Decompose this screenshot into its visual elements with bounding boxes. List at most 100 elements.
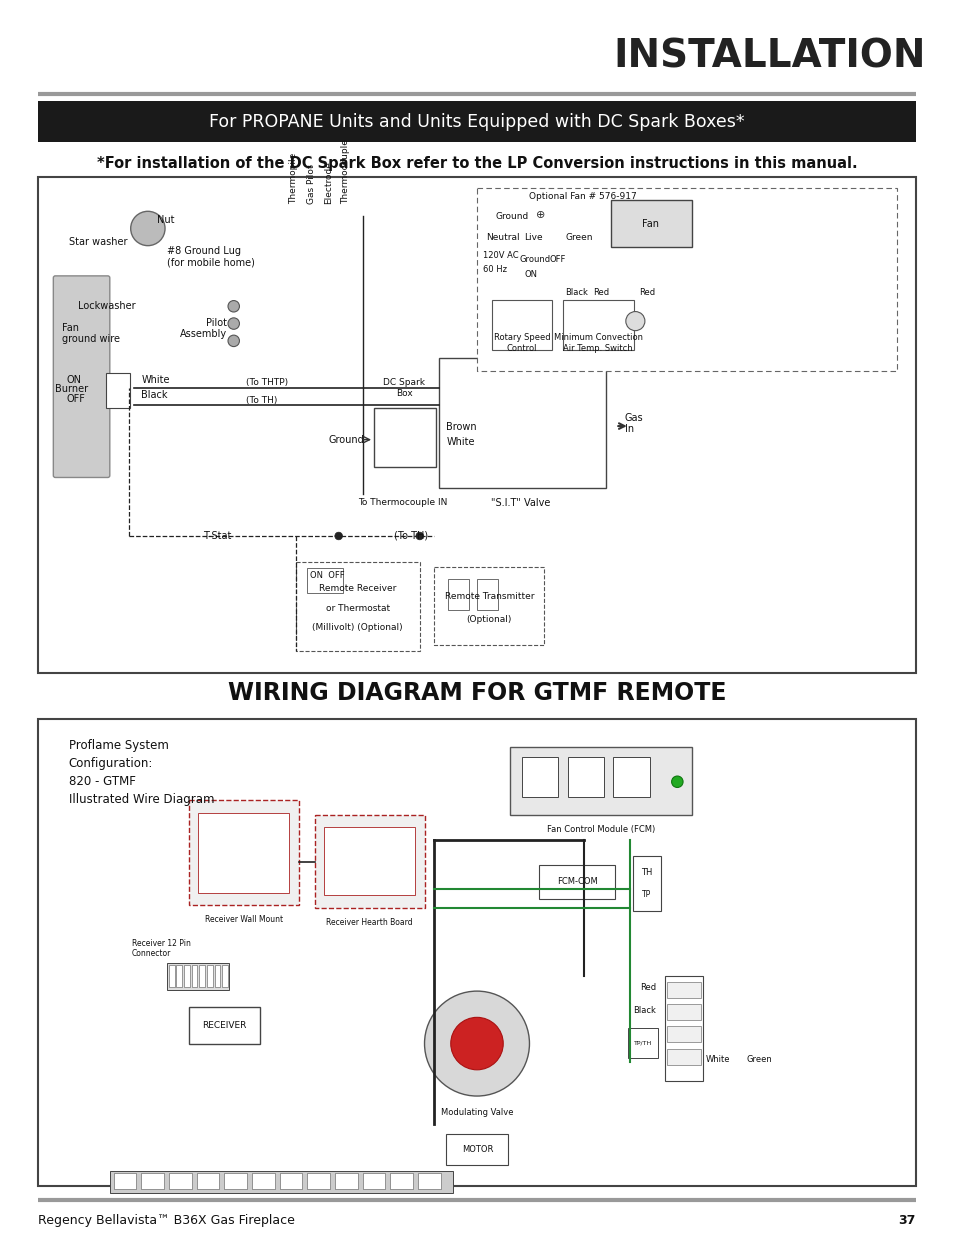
Text: Receiver 12 Pin
Connector: Receiver 12 Pin Connector <box>132 939 191 958</box>
Bar <box>38 101 915 142</box>
Text: Fan Control Module (FCM): Fan Control Module (FCM) <box>546 825 655 834</box>
Text: T-Stat: T-Stat <box>203 531 232 541</box>
Text: Ground: Ground <box>495 211 528 221</box>
Text: Pilot
Assembly: Pilot Assembly <box>180 317 227 340</box>
Bar <box>169 965 174 987</box>
Text: Ground: Ground <box>519 254 551 264</box>
Bar <box>295 562 419 651</box>
Bar <box>252 1173 274 1189</box>
Bar <box>189 1007 260 1044</box>
Bar <box>189 800 298 905</box>
Text: Fan
ground wire: Fan ground wire <box>62 322 120 345</box>
Bar <box>113 1173 136 1189</box>
Circle shape <box>450 1018 503 1070</box>
Bar <box>666 982 700 998</box>
Bar <box>538 864 615 899</box>
Text: To Thermocouple IN: To Thermocouple IN <box>357 498 447 508</box>
Bar <box>434 567 543 645</box>
Bar <box>207 965 213 987</box>
Bar <box>141 1173 164 1189</box>
Bar <box>417 1173 440 1189</box>
Text: Regency Bellavista™ B36X Gas Fireplace: Regency Bellavista™ B36X Gas Fireplace <box>38 1214 294 1228</box>
Bar <box>196 1173 219 1189</box>
Text: Nut: Nut <box>157 215 174 225</box>
Text: Red: Red <box>593 288 609 298</box>
Text: #8 Ground Lug
(for mobile home): #8 Ground Lug (for mobile home) <box>167 246 254 268</box>
Text: Thermocouple: Thermocouple <box>340 138 350 204</box>
Bar <box>521 757 558 797</box>
Bar <box>167 963 229 990</box>
Text: Black: Black <box>633 1005 656 1015</box>
Bar <box>567 757 603 797</box>
Text: TP: TP <box>641 890 651 899</box>
Text: Green: Green <box>745 1055 771 1065</box>
Bar <box>446 1134 508 1165</box>
Bar <box>627 1028 658 1058</box>
Bar <box>492 300 552 350</box>
Bar <box>562 300 634 350</box>
Bar <box>38 177 915 673</box>
Text: Red: Red <box>639 288 655 298</box>
Text: For PROPANE Units and Units Equipped with DC Spark Boxes*: For PROPANE Units and Units Equipped wit… <box>209 112 744 131</box>
Text: White: White <box>705 1055 730 1065</box>
Text: Remote Receiver: Remote Receiver <box>318 584 396 593</box>
Bar <box>664 976 702 1081</box>
Text: WIRING DIAGRAM FOR GTMF REMOTE: WIRING DIAGRAM FOR GTMF REMOTE <box>228 680 725 705</box>
Text: Electrode: Electrode <box>323 161 333 204</box>
Text: (To THTP): (To THTP) <box>246 378 288 388</box>
Circle shape <box>131 211 165 246</box>
Text: White: White <box>446 437 475 447</box>
Text: Black: Black <box>564 288 587 298</box>
Bar <box>279 1173 302 1189</box>
Bar <box>199 965 205 987</box>
Text: RECEIVER: RECEIVER <box>202 1020 246 1030</box>
Text: Thermopile: Thermopile <box>289 153 298 204</box>
Bar <box>38 719 915 1186</box>
Bar <box>438 358 605 488</box>
Circle shape <box>228 335 239 347</box>
Text: Fan: Fan <box>641 219 659 228</box>
Bar <box>176 965 182 987</box>
Bar <box>335 1173 357 1189</box>
Text: (To TH): (To TH) <box>246 395 277 405</box>
Text: 60 Hz: 60 Hz <box>482 264 506 274</box>
Bar <box>390 1173 413 1189</box>
Circle shape <box>416 532 423 540</box>
Bar <box>222 965 228 987</box>
Bar <box>198 813 289 893</box>
Text: Lockwasher: Lockwasher <box>78 301 135 311</box>
Text: FCM-COM: FCM-COM <box>557 877 597 887</box>
Bar <box>374 408 436 467</box>
Text: Remote Transmitter: Remote Transmitter <box>444 592 534 601</box>
Text: ON: ON <box>524 269 537 279</box>
Bar <box>610 200 691 247</box>
Bar <box>307 568 343 593</box>
Text: *For installation of the DC Spark Box refer to the LP Conversion instructions in: *For installation of the DC Spark Box re… <box>96 156 857 170</box>
Text: ON: ON <box>67 375 82 385</box>
Text: Gas Pilot: Gas Pilot <box>306 164 315 204</box>
Text: or Thermostat: or Thermostat <box>325 604 390 613</box>
Text: Proflame System
Configuration:
820 - GTMF
Illustrated Wire Diagram: Proflame System Configuration: 820 - GTM… <box>69 739 214 805</box>
Text: DC Spark
Box: DC Spark Box <box>383 378 425 398</box>
Text: Brown: Brown <box>446 422 476 432</box>
Text: INSTALLATION: INSTALLATION <box>612 38 924 75</box>
Bar <box>324 827 415 895</box>
Text: TP/TH: TP/TH <box>633 1040 652 1046</box>
Text: "S.I.T" Valve: "S.I.T" Valve <box>491 498 550 508</box>
Circle shape <box>335 532 342 540</box>
Bar <box>110 1171 453 1193</box>
Text: ON  OFF: ON OFF <box>310 571 344 579</box>
Text: Live: Live <box>523 232 542 242</box>
Bar <box>666 1004 700 1020</box>
Circle shape <box>671 776 682 788</box>
Text: Burner: Burner <box>55 384 89 394</box>
Bar <box>192 965 197 987</box>
Bar <box>666 1026 700 1042</box>
Text: TH: TH <box>640 868 652 877</box>
Circle shape <box>625 311 644 331</box>
Text: Black: Black <box>141 390 168 400</box>
Text: (To TH): (To TH) <box>394 531 428 541</box>
Bar <box>510 747 691 815</box>
Text: White: White <box>141 375 170 385</box>
Circle shape <box>228 300 239 312</box>
